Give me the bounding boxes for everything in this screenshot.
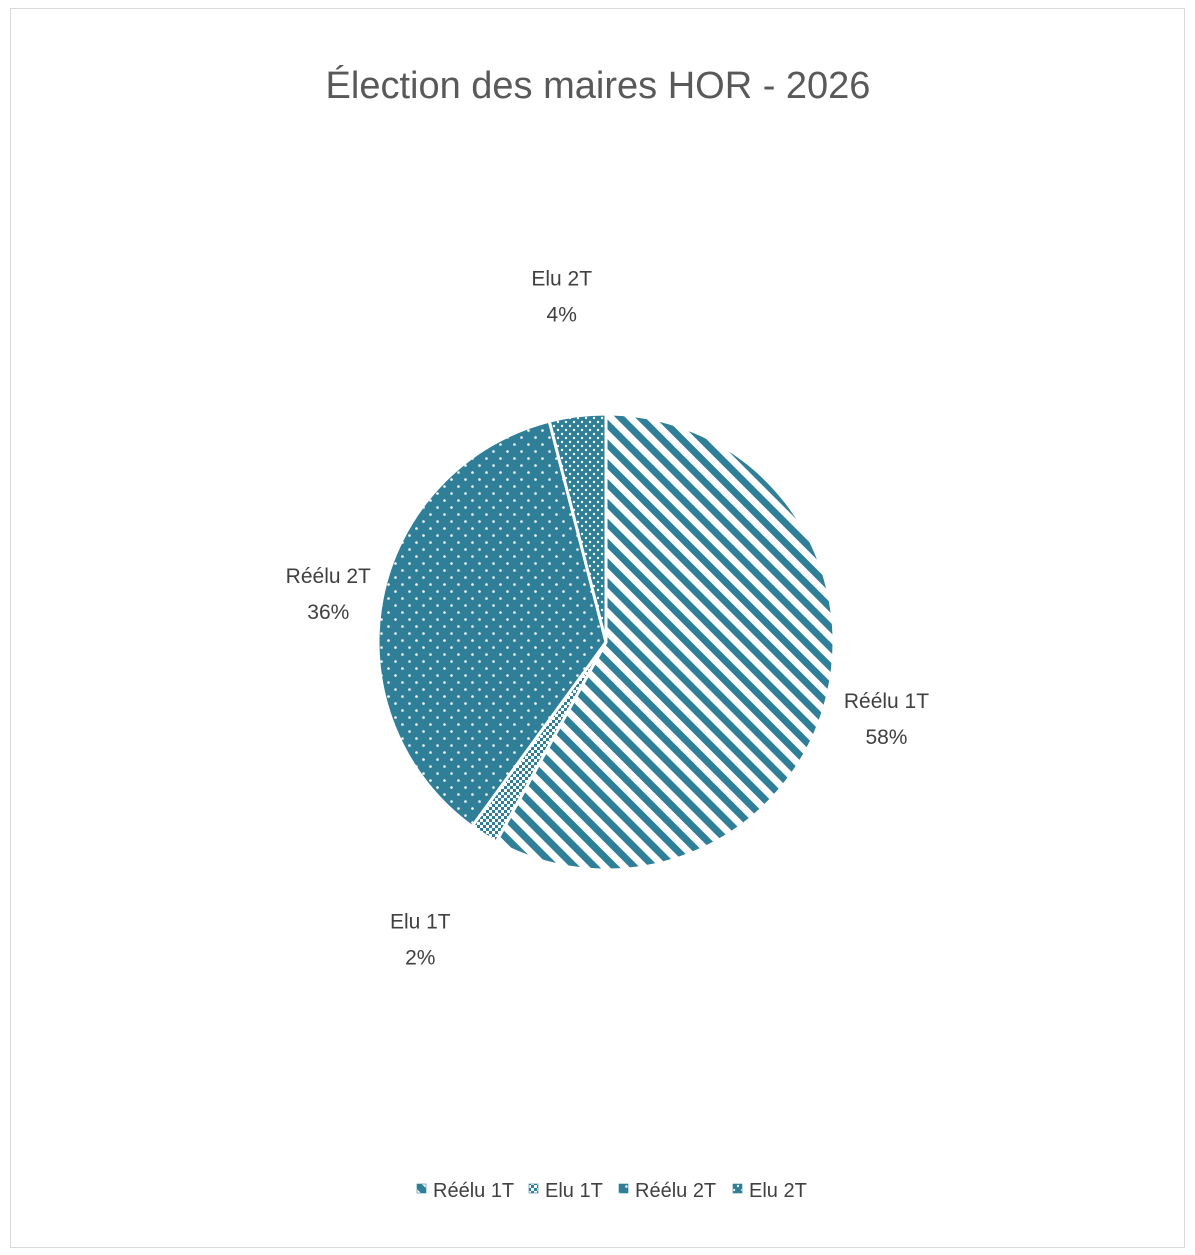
data-label-category: Elu 2T xyxy=(531,267,592,290)
data-labels: Réélu 1T 58% Elu 1T 2% Réélu 2T 36% Elu 2T 4% xyxy=(286,267,930,969)
data-label-percent: 4% xyxy=(547,303,577,326)
data-label-elu-1t: Elu 1T 2% xyxy=(390,911,451,970)
legend-swatch xyxy=(732,1183,743,1194)
legend-label: Elu 2T xyxy=(749,1180,807,1202)
legend-swatch xyxy=(528,1183,539,1194)
pie-slice-r-lu-1t xyxy=(494,412,836,872)
legend-item-r-lu-1t: Réélu 1T xyxy=(416,1180,514,1202)
legend-label: Elu 1T xyxy=(545,1180,603,1202)
data-label-category: Elu 1T xyxy=(390,911,451,934)
data-label-percent: 2% xyxy=(405,947,435,970)
pie-slice-elu-2t xyxy=(547,412,608,643)
legend-item-elu-2t: Elu 2T xyxy=(732,1180,807,1202)
data-label-r-lu-1t: Réélu 1T 58% xyxy=(844,690,929,749)
legend: Réélu 1T Elu 1T Réélu 2T Elu 2T xyxy=(416,1180,807,1202)
pie-slices xyxy=(376,412,836,872)
data-label-elu-2t: Elu 2T 4% xyxy=(531,267,592,326)
pie-slice-r-lu-2t xyxy=(376,419,608,829)
legend-item-r-lu-2t: Réélu 2T xyxy=(618,1180,716,1202)
legend-swatch xyxy=(416,1183,427,1194)
data-label-category: Réélu 1T xyxy=(844,690,929,713)
data-label-percent: 58% xyxy=(865,726,907,749)
data-label-r-lu-2t: Réélu 2T 36% xyxy=(286,565,371,624)
legend-item-elu-1t: Elu 1T xyxy=(528,1180,603,1202)
legend-label: Réélu 2T xyxy=(635,1180,716,1202)
legend-swatch xyxy=(618,1183,629,1194)
data-label-category: Réélu 2T xyxy=(286,565,371,588)
chart-title: Élection des maires HOR - 2026 xyxy=(326,64,871,107)
data-label-percent: 36% xyxy=(307,601,349,624)
legend-label: Réélu 1T xyxy=(433,1180,514,1202)
